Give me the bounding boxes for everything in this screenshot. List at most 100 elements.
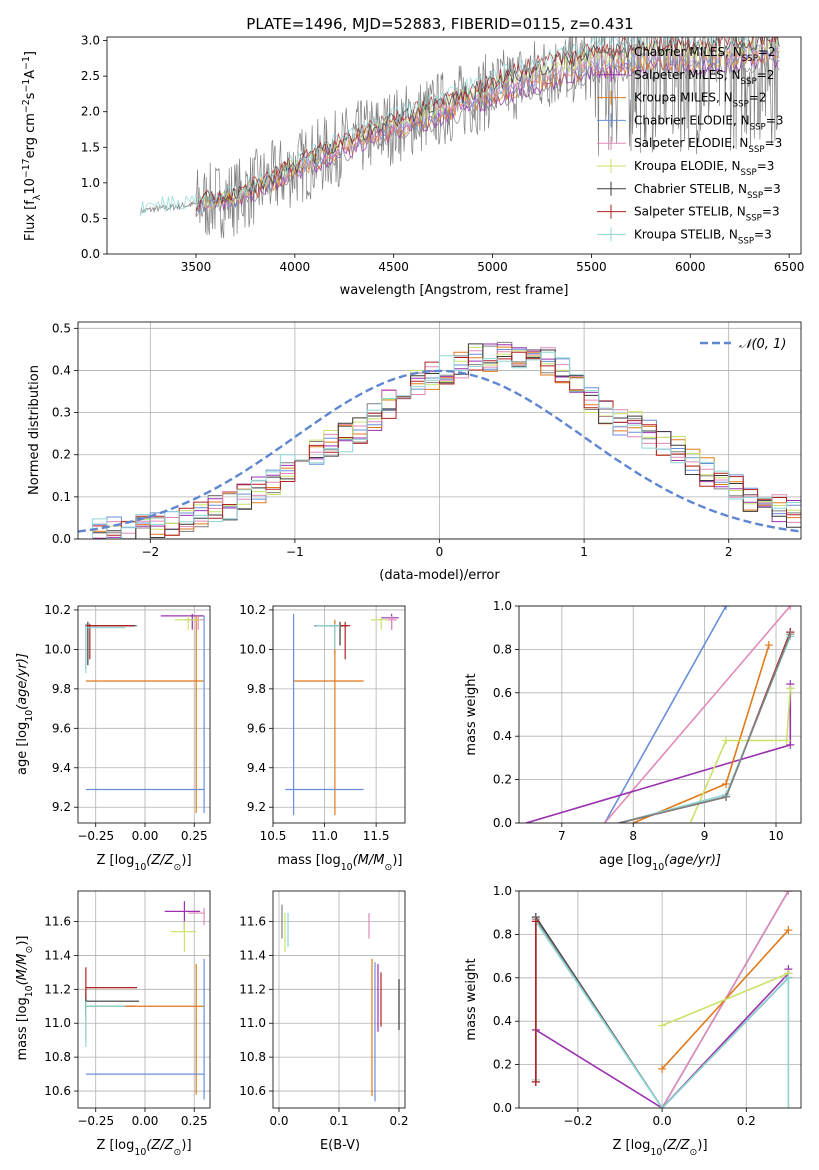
x-tick-label: 0 [436, 545, 444, 559]
ebv-xlabel: E(B-V) [320, 1138, 360, 1153]
spectrum-ylabel: Flux [fλ10−17erg cm−2s−1A−1] [21, 51, 43, 241]
x-tick-label: 0.0 [269, 1114, 288, 1128]
errorbar-point [293, 619, 364, 816]
spectrum-data-line [140, 37, 779, 239]
x-tick-label: −2 [141, 545, 159, 559]
y-tick-label: 0.2 [493, 1058, 512, 1072]
x-tick-label: 0.1 [329, 1114, 348, 1128]
y-tick-label: 11.6 [239, 915, 266, 929]
errorbar-point [174, 615, 201, 630]
age_vs_Z-plot [85, 613, 205, 814]
y-tick-label: 10.0 [239, 642, 266, 656]
y-tick-label: 0.3 [52, 406, 71, 420]
age-mass-xlabel: mass [log10(M/M⊙)] [278, 853, 403, 873]
mass-weight-marker [658, 1064, 667, 1073]
spectrum-model-line [140, 37, 771, 217]
y-tick-label: 0.0 [52, 532, 71, 546]
mass_weight_vs_Z-plot [531, 891, 793, 1108]
y-tick-label: 10.6 [44, 1084, 71, 1098]
y-tick-label: 0.4 [493, 729, 512, 743]
y-tick-label: 11.2 [239, 982, 266, 996]
y-tick-label: 0.2 [493, 773, 512, 787]
y-tick-label: 11.4 [44, 948, 71, 962]
x-tick-label: 8 [629, 829, 637, 843]
y-tick-label: 11.0 [44, 1016, 71, 1030]
errorbar-point [85, 989, 140, 1015]
y-tick-label: 1.5 [81, 140, 100, 154]
errorbar-point [85, 615, 205, 814]
y-tick-label: 9.8 [52, 682, 71, 696]
axes-age_vs_mass: 10.5 11.0 11.5 9.2 9.4 9.6 9.8 10.0 10.2 mass [lo… [239, 603, 406, 873]
legend-entry: Chabrier STELIB, NSSP=3 [634, 182, 781, 201]
x-tick-label: 10 [768, 829, 783, 843]
age-z-xlabel: Z [log10(Z/Z⊙)] [96, 853, 191, 873]
legend-entry: Chabrier MILES, NSSP=2 [634, 45, 776, 64]
errorbar-point [85, 997, 136, 1041]
axes-frame [272, 605, 406, 824]
y-tick-label: 10.2 [239, 603, 266, 617]
legend-entry: Kroupa ELODIE, NSSP=3 [634, 159, 774, 178]
mass-weight-marker [786, 606, 795, 610]
legend-entry: Salpeter STELIB, NSSP=3 [634, 205, 780, 224]
y-tick-label: 9.4 [247, 761, 266, 775]
y-tick-label: 11.0 [239, 1016, 266, 1030]
mass-weight-marker [784, 926, 793, 935]
mass-weight-marker [786, 630, 795, 639]
y-tick-label: 0.2 [52, 448, 71, 462]
y-tick-label: 0.4 [52, 363, 71, 377]
y-tick-label: 0.0 [493, 816, 512, 830]
x-tick-label: −0.2 [563, 1114, 592, 1128]
mass-weight-marker [782, 736, 791, 745]
errorbar-point [381, 613, 399, 630]
hist-step-line [78, 351, 801, 539]
legend-entry: Salpeter MILES, NSSP=2 [634, 68, 774, 87]
y-tick-label: 2.0 [81, 105, 100, 119]
mass-weight-marker [531, 1077, 540, 1086]
mass-weight-line [604, 606, 727, 823]
axes-age_vs_Z: −0.25 0.00 0.25 9.2 9.4 9.6 9.8 10.0 10.2 Z [log1… [15, 603, 211, 873]
y-tick-label: 9.8 [247, 682, 266, 696]
errorbar-point [188, 907, 205, 925]
mw-age-xlabel: age [log10(age/yr)] [599, 853, 721, 873]
y-tick-label: 9.6 [247, 721, 266, 735]
y-tick-label: 10.8 [239, 1050, 266, 1064]
y-tick-label: 0.1 [52, 490, 71, 504]
hist-ylabel: Normed distribution [27, 365, 42, 495]
y-tick-label: 0.5 [81, 211, 100, 225]
y-tick-label: 0.4 [493, 1014, 512, 1028]
errorbar-point [85, 967, 138, 998]
y-tick-label: 10.2 [44, 603, 71, 617]
x-tick-label: 6000 [675, 260, 706, 274]
mass-weight-line [689, 688, 792, 823]
mass-weight-marker [722, 606, 731, 610]
legend-normal-label: 𝒩(0, 1) [739, 337, 786, 352]
hist-plot [78, 341, 801, 539]
errorbar-point [85, 1001, 126, 1047]
errorbar-point [85, 623, 134, 660]
spectrum-model-line [195, 37, 780, 213]
errorbar-point [85, 625, 126, 674]
x-tick-label: 2 [725, 545, 733, 559]
y-tick-label: 10.8 [44, 1050, 71, 1064]
x-tick-label: −0.25 [77, 829, 114, 843]
y-tick-label: 11.4 [239, 948, 266, 962]
axes-frame [77, 890, 211, 1109]
axes-frame [518, 890, 802, 1109]
mass-z-xlabel: Z [log10(Z/Z⊙)] [96, 1138, 191, 1158]
x-tick-label: 0.25 [181, 829, 208, 843]
legend-entry: Chabrier ELODIE, NSSP=3 [634, 113, 783, 132]
hist-step-line [78, 351, 801, 539]
errorbar-point [160, 613, 205, 630]
y-tick-label: 0.6 [493, 971, 512, 985]
errorbar-point [316, 623, 341, 650]
x-tick-label: 0.0 [653, 1114, 672, 1128]
y-tick-label: 9.2 [52, 800, 71, 814]
y-tick-label: 10.6 [239, 1084, 266, 1098]
axes-frame [272, 890, 406, 1109]
mass-weight-marker [722, 792, 731, 801]
y-tick-label: 0.0 [81, 247, 100, 261]
mass-weight-marker [784, 891, 793, 895]
x-tick-label: 5000 [477, 260, 508, 274]
y-tick-label: 11.6 [44, 915, 71, 929]
